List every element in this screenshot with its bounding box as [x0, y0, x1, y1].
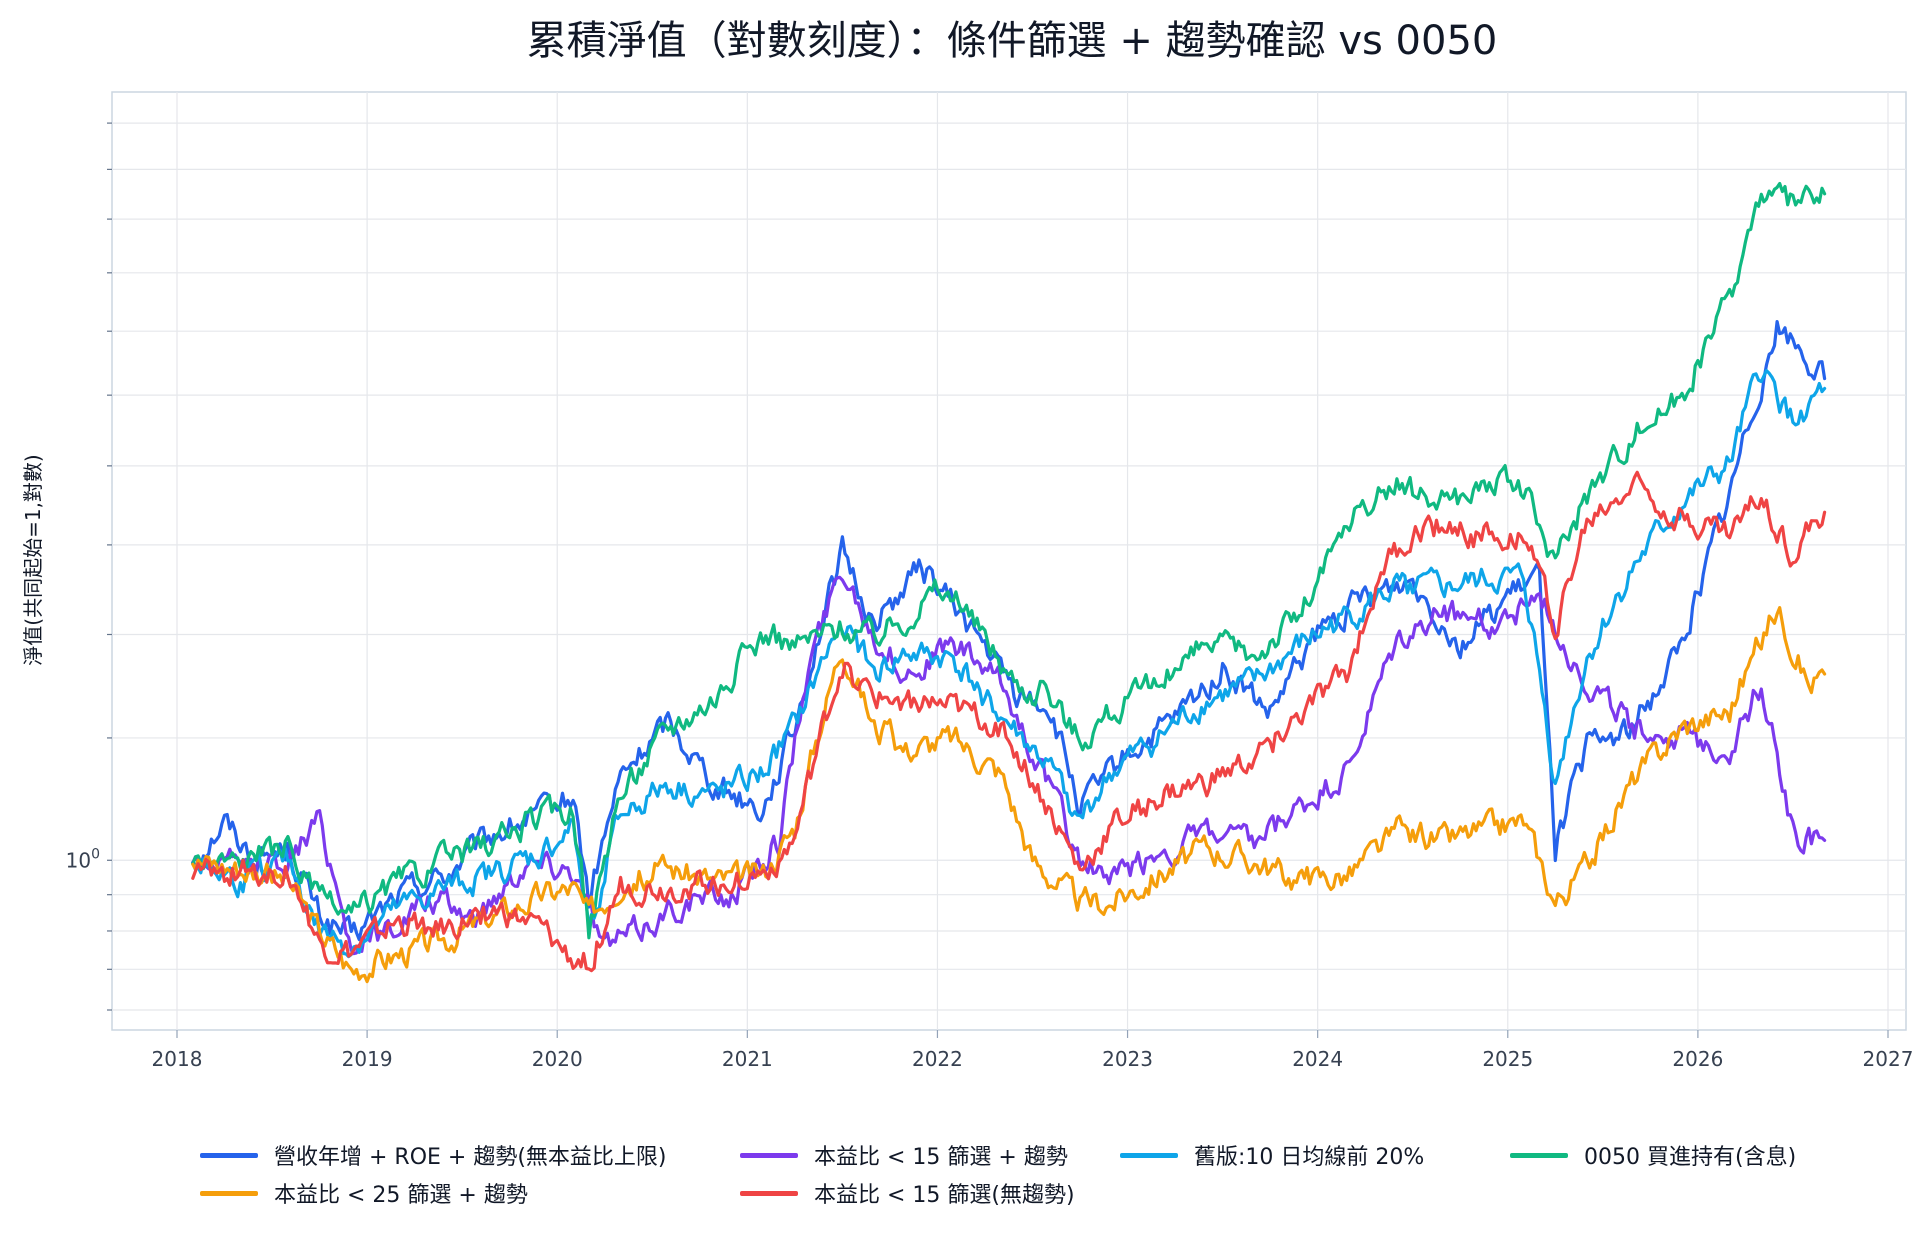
series-line — [191, 181, 1827, 940]
x-tick-labels: 2018 2019 2020 2021 2022 2023 2024 2025 2026 2027 — [152, 1030, 1914, 1071]
x-tick-label: 2027 — [1863, 1047, 1914, 1071]
legend: 營收年增 + ROE + 趨勢(無本益比上限) 本益比 < 15 篩選 + 趨勢 舊… — [200, 1138, 1850, 1210]
series-lines — [191, 181, 1827, 984]
legend-item: 舊版:10 日均線前 20% — [1120, 1138, 1510, 1172]
series-line — [191, 369, 1827, 959]
legend-item: 營收年增 + ROE + 趨勢(無本益比上限) — [200, 1138, 740, 1172]
legend-item: 本益比 < 25 篩選 + 趨勢 — [200, 1176, 740, 1210]
x-tick-label: 2025 — [1482, 1047, 1533, 1071]
legend-item: 本益比 < 15 篩選(無趨勢) — [740, 1176, 1120, 1210]
legend-swatch — [200, 1190, 258, 1196]
x-tick-label: 2021 — [722, 1047, 773, 1071]
x-tick-label: 2024 — [1292, 1047, 1343, 1071]
x-tick-label: 2020 — [532, 1047, 583, 1071]
legend-label: 本益比 < 15 篩選 + 趨勢 — [814, 1145, 1068, 1170]
y-axis-label: 淨值(共同起始=1,對數) — [21, 454, 45, 665]
plot-frame — [111, 91, 1907, 1031]
legend-swatch — [740, 1190, 798, 1196]
grid — [112, 92, 1906, 1030]
legend-item: 0050 買進持有(含息) — [1510, 1138, 1850, 1172]
legend-item: 本益比 < 15 篩選 + 趨勢 — [740, 1138, 1120, 1172]
legend-label: 舊版:10 日均線前 20% — [1194, 1145, 1425, 1170]
series-line — [191, 575, 1827, 956]
legend-swatch — [740, 1152, 798, 1158]
x-tick-label: 2026 — [1672, 1047, 1723, 1071]
y-tick-label: 100 — [66, 846, 100, 872]
legend-swatch — [1120, 1152, 1178, 1158]
x-tick-label: 2018 — [152, 1047, 203, 1071]
y-axis: 100 — [66, 122, 112, 1011]
legend-swatch — [1510, 1152, 1568, 1158]
series-line — [191, 470, 1827, 973]
chart-title: 累積淨值（對數刻度）：條件篩選 + 趨勢確認 vs 0050 — [527, 18, 1498, 64]
x-tick-label: 2019 — [342, 1047, 393, 1071]
x-tick-label: 2023 — [1102, 1047, 1153, 1071]
legend-label: 0050 買進持有(含息) — [1584, 1145, 1797, 1170]
x-tick-label: 2022 — [912, 1047, 963, 1071]
legend-label: 營收年增 + ROE + 趨勢(無本益比上限) — [274, 1145, 667, 1170]
legend-label: 本益比 < 25 篩選 + 趨勢 — [274, 1183, 528, 1208]
legend-label: 本益比 < 15 篩選(無趨勢) — [814, 1183, 1075, 1208]
legend-swatch — [200, 1152, 258, 1158]
